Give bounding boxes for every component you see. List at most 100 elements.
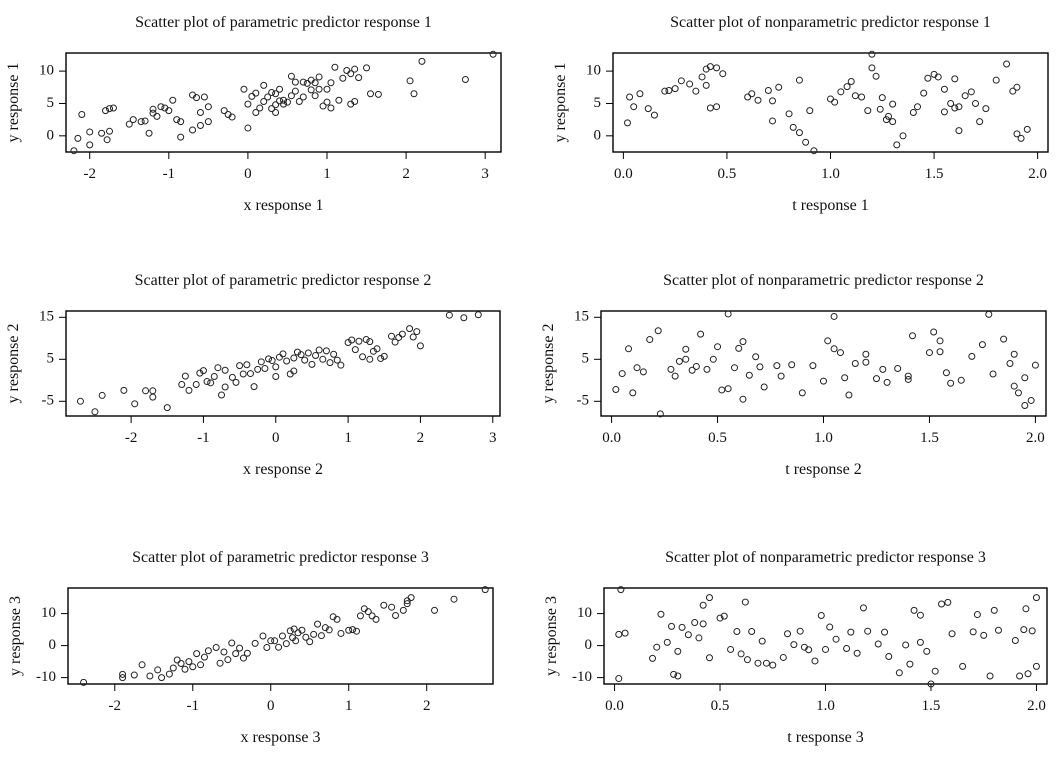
scatter-point	[315, 346, 323, 354]
x-tick-label: 0.0	[614, 166, 633, 182]
scatter-point	[910, 606, 918, 614]
scatter-point	[228, 373, 236, 381]
scatter-point	[76, 397, 84, 405]
scatter-point	[702, 81, 710, 89]
scatter-point	[286, 627, 294, 635]
scatter-panel-6: Scatter plot of nonparametric predictor …	[528, 508, 1056, 762]
chart-title: Scatter plot of nonparametric predictor …	[665, 549, 986, 566]
scatter-point	[363, 64, 371, 72]
scatter-point	[399, 606, 407, 614]
scatter-point	[257, 358, 265, 366]
scatter-point	[671, 85, 679, 93]
scatter-point	[682, 345, 690, 353]
scatter-point	[86, 141, 94, 149]
scatter-point	[1000, 335, 1008, 343]
scatter-point	[936, 348, 944, 356]
scatter-point	[724, 385, 732, 393]
scatter-point	[885, 112, 892, 120]
scatter-point	[292, 637, 300, 645]
scatter-point	[889, 100, 897, 108]
scatter-point	[779, 653, 787, 661]
scatter-point	[377, 354, 385, 362]
scatter-point	[207, 379, 215, 387]
scatter-point	[872, 375, 880, 383]
scatter-point	[714, 343, 722, 351]
chart-title: Scatter plot of parametric predictor res…	[132, 549, 429, 566]
y-tick-label: 10	[39, 63, 54, 79]
scatter-point	[654, 327, 662, 335]
scatter-point	[661, 87, 669, 95]
scatter-point	[409, 333, 417, 341]
scatter-point	[667, 365, 675, 373]
scatter-point	[827, 95, 834, 103]
scatter-point	[615, 675, 623, 683]
scatter-point	[684, 631, 692, 639]
scatter-point	[307, 86, 315, 94]
scatter-point	[359, 353, 367, 361]
scatter-point	[713, 103, 721, 111]
scatter-point	[297, 351, 305, 359]
scatter-point	[260, 98, 268, 106]
x-tick-label: -2	[125, 430, 138, 446]
scatter-point	[366, 338, 374, 346]
scatter-point	[724, 310, 732, 318]
scatter-point	[291, 87, 299, 95]
scatter-point	[311, 79, 319, 87]
scatter-point	[762, 659, 770, 667]
scatter-point	[240, 85, 248, 93]
scatter-point	[317, 632, 325, 640]
x-tick-label: 2.0	[1026, 430, 1045, 446]
scatter-point	[976, 118, 984, 126]
scatter-point	[216, 659, 224, 667]
scatter-point	[909, 109, 917, 117]
scatter-point	[243, 649, 251, 657]
scatter-point	[859, 604, 867, 612]
scatter-point	[169, 664, 177, 672]
scatter-point	[930, 328, 938, 336]
x-tick-label: 2	[417, 430, 425, 446]
scatter-point	[203, 378, 211, 386]
scatter-point	[165, 670, 173, 678]
scatter-point	[461, 76, 469, 84]
scatter-point	[276, 85, 284, 93]
scatter-point	[677, 77, 685, 85]
scatter-point	[200, 653, 208, 661]
scatter-point	[967, 88, 975, 96]
scatter-point	[367, 90, 374, 98]
scatter-series	[615, 586, 1040, 688]
y-tick-label: 10	[577, 605, 592, 621]
scatter-point	[252, 109, 260, 117]
scatter-point	[980, 631, 988, 639]
scatter-point	[744, 93, 752, 101]
scatter-point	[951, 75, 959, 83]
scatter-point	[333, 615, 341, 623]
scatter-point	[348, 336, 356, 344]
scatter-point	[968, 352, 976, 360]
scatter-point	[199, 367, 207, 375]
scatter-point	[737, 650, 745, 658]
scatter-point	[120, 386, 128, 394]
scatter-point	[368, 612, 376, 620]
scatter-point	[410, 90, 418, 98]
scatter-point	[388, 603, 396, 611]
x-tick-label: 2	[423, 698, 431, 714]
scatter-point	[310, 630, 318, 638]
scatter-point	[302, 633, 310, 641]
y-tick-label: 5	[47, 351, 55, 367]
scatter-point	[739, 395, 747, 403]
scatter-point	[992, 76, 1000, 84]
x-tick-label: 1.5	[920, 430, 939, 446]
scatter-point	[416, 342, 424, 350]
scatter-plot-svg: Scatter plot of parametric predictor res…	[5, 14, 502, 214]
scatter-point	[349, 626, 357, 634]
scatter-point	[947, 379, 955, 387]
scatter-point	[719, 70, 727, 78]
scatter-point	[830, 312, 838, 320]
scatter-point	[756, 363, 764, 371]
scatter-point	[252, 89, 260, 97]
scatter-point	[185, 386, 193, 394]
scatter-point	[106, 127, 113, 135]
x-tick-label: 2.0	[1028, 166, 1047, 182]
scatter-point	[200, 93, 208, 101]
scatter-point	[878, 94, 886, 102]
